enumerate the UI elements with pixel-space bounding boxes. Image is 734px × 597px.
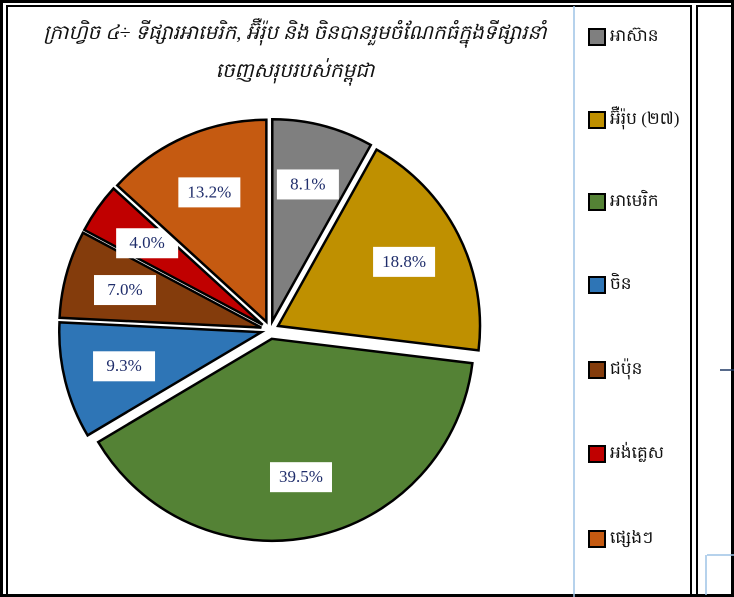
data-label: 8.1% (290, 174, 325, 193)
data-label: 4.0% (129, 233, 164, 252)
legend-swatch (588, 111, 606, 129)
pie-slice (58, 321, 266, 438)
pie-slice (115, 118, 268, 325)
data-label-box (94, 275, 157, 306)
data-label-box (178, 177, 241, 208)
legend-label: ជប៉ុន (610, 359, 643, 378)
legend-label: អង់គ្លេស (610, 443, 664, 462)
legend-label: អាស៊ាន (610, 26, 659, 45)
legend-swatch (588, 445, 606, 463)
data-label-box (276, 169, 339, 200)
data-label: 7.0% (107, 280, 142, 299)
data-label: 39.5% (279, 467, 323, 486)
legend-swatch (588, 361, 606, 379)
legend-swatch (588, 276, 606, 294)
chart-title: ក្រាហ្វិច ៤÷ ទីផ្សារអាមេរិក, អ៊ឺរ៉ុប និង… (43, 22, 547, 82)
legend-label: ផ្សេងៗ (610, 528, 654, 547)
legend-label: ចិន (610, 274, 632, 293)
next-chart-frame (696, 5, 734, 597)
data-label: 13.2% (187, 182, 231, 201)
data-label-box (93, 351, 156, 382)
legend-swatch (588, 28, 606, 46)
legend-swatch (588, 193, 606, 211)
legend-swatch (588, 530, 606, 548)
legend-label: អាមេរិក (610, 191, 659, 210)
pie-slice (96, 337, 474, 543)
legend-label: អ៊ឺរ៉ុប (២៧) (610, 109, 680, 128)
data-label-box (269, 462, 332, 493)
data-label-box (373, 246, 436, 277)
data-label: 9.3% (106, 356, 141, 375)
data-label: 18.8% (382, 252, 426, 271)
chart-frame (6, 5, 692, 597)
